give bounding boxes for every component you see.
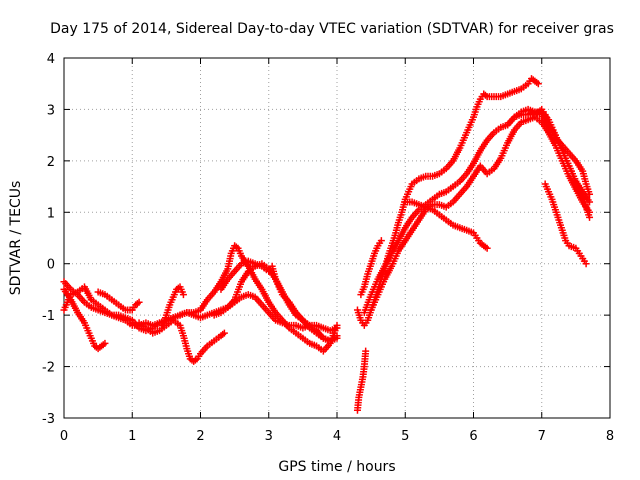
y-tick-label: 3 — [47, 103, 55, 118]
data-point — [534, 80, 542, 88]
x-tick-label: 8 — [606, 429, 614, 444]
series-track-14 — [401, 198, 491, 252]
data-point — [586, 190, 594, 198]
data-point — [135, 298, 143, 306]
data-point — [586, 213, 594, 221]
axis-ticks: 0 1 2 3 4 5 6 7 8 -3 -2 -1 0 1 2 3 4 — [42, 52, 614, 444]
y-tick-label: 4 — [47, 52, 55, 67]
y-tick-label: 0 — [47, 258, 55, 273]
x-tick-label: 5 — [401, 429, 409, 444]
data-point — [333, 324, 341, 332]
x-tick-label: 1 — [128, 429, 136, 444]
x-tick-label: 7 — [538, 429, 546, 444]
x-tick-label: 4 — [333, 429, 341, 444]
series-track-8 — [217, 257, 341, 345]
x-tick-label: 6 — [469, 429, 477, 444]
series-track-4 — [94, 288, 143, 314]
data-point — [377, 237, 385, 245]
series-track-16 — [541, 180, 590, 268]
series-track-6 — [159, 283, 187, 329]
data-point — [582, 260, 590, 268]
x-tick-label: 2 — [196, 429, 204, 444]
series-track-5 — [135, 316, 228, 365]
series-track-3 — [60, 285, 109, 353]
x-axis-label: GPS time / hours — [278, 459, 395, 475]
y-tick-label: -3 — [42, 412, 55, 427]
data-point — [220, 329, 228, 337]
x-tick-label: 3 — [265, 429, 273, 444]
data-point — [101, 339, 109, 347]
y-axis-label: SDTVAR / TECUs — [8, 181, 24, 296]
y-tick-label: 1 — [47, 206, 55, 221]
series-track-9 — [353, 347, 370, 414]
data-markers — [60, 75, 594, 414]
series-track-11 — [357, 237, 385, 299]
chart-title: Day 175 of 2014, Sidereal Day-to-day VTE… — [50, 21, 614, 37]
y-tick-label: 2 — [47, 155, 55, 170]
y-tick-label: -2 — [42, 361, 55, 376]
y-tick-label: -1 — [42, 309, 55, 324]
series-track-17 — [528, 105, 594, 198]
data-point — [179, 291, 187, 299]
data-point — [483, 244, 491, 252]
data-point — [362, 347, 370, 355]
data-point — [333, 332, 341, 340]
x-tick-label: 0 — [60, 429, 68, 444]
